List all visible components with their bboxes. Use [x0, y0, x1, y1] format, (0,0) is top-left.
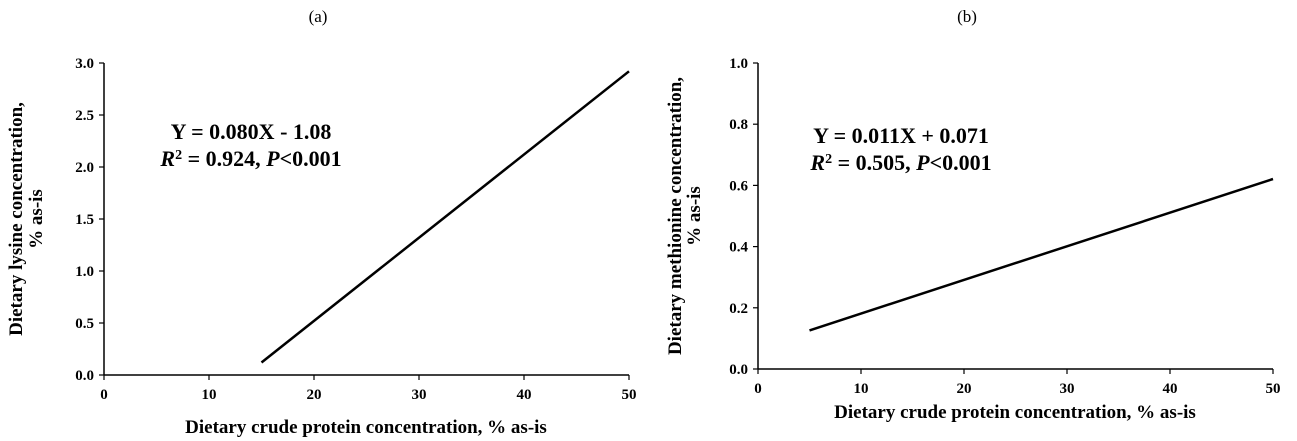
r-symbol-b: R [809, 150, 825, 175]
regression-line-a [260, 70, 630, 364]
p-symbol-b: P [915, 150, 930, 175]
y-axis-title-b-line2: % as-is [684, 186, 705, 246]
stats-text-a: R2 = 0.924, P<0.001 [159, 146, 341, 171]
y-tick-label: 0.6 [729, 178, 748, 194]
r-sup-b: 2 [825, 152, 832, 167]
y-tick-label: 1.0 [75, 264, 94, 280]
x-tick-label: 40 [517, 387, 532, 403]
stats-text-b: R2 = 0.505, P<0.001 [809, 150, 991, 175]
y-tick-label: 2.0 [75, 160, 94, 176]
chart-panel-b: (b) 0.0 0.2 0.4 0.6 0.8 1.0 0 10 20 30 40 50 Dieta… [665, 7, 1281, 423]
equation-text-a: Y = 0.080X - 1.08 [171, 119, 332, 144]
x-tick-label: 20 [307, 387, 322, 403]
r-value-b: = 0.505, [832, 150, 916, 175]
y-tick-label: 1.5 [75, 212, 94, 228]
y-axis-title-a-line2: % as-is [26, 189, 47, 249]
y-axis-a: 0.0 0.5 1.0 1.5 2.0 2.5 3.0 [75, 56, 105, 384]
x-tick-label: 50 [1266, 381, 1281, 397]
x-tick-label: 10 [202, 387, 217, 403]
y-tick-label: 0.5 [75, 316, 94, 332]
y-tick-label: 0.8 [729, 117, 748, 133]
regression-line-b [809, 177, 1274, 332]
p-symbol-a: P [265, 146, 280, 171]
x-axis-title-a: Dietary crude protein concentration, % a… [185, 417, 547, 438]
y-tick-label: 2.5 [75, 108, 94, 124]
panel-label-b: (b) [957, 7, 977, 26]
x-ticks-b: 0 10 20 30 40 50 [754, 369, 1281, 397]
r-value-a: = 0.924, [182, 146, 266, 171]
x-axis-a: 0 10 20 30 40 50 [100, 374, 637, 403]
x-tick-label: 0 [754, 381, 762, 397]
equation-text-b: Y = 0.011X + 0.071 [813, 123, 989, 148]
x-ticks-a: 0 10 20 30 40 50 [100, 375, 637, 403]
regression-annotation-a: Y = 0.080X - 1.08 R2 = 0.924, P<0.001 [159, 119, 341, 171]
y-axis-title-b-line1: Dietary methionine concentration, [665, 77, 686, 355]
y-tick-label: 1.0 [729, 56, 748, 72]
y-axis-title-a-line1: Dietary lysine concentration, [6, 102, 27, 336]
x-axis-b: 0 10 20 30 40 50 [754, 368, 1281, 397]
y-axis-b: 0.0 0.2 0.4 0.6 0.8 1.0 [729, 56, 759, 378]
x-tick-label: 40 [1163, 381, 1178, 397]
chart-panel-a: (a) 0.0 0.5 1.0 1.5 2.0 2.5 3.0 0 10 20 30 40 50 Di… [6, 7, 637, 438]
r-symbol-a: R [159, 146, 175, 171]
p-value-a: <0.001 [280, 146, 342, 171]
y-tick-label: 0.2 [729, 301, 748, 317]
y-tick-label: 0.0 [729, 362, 748, 378]
y-tick-label: 0.4 [729, 240, 748, 256]
x-tick-label: 50 [622, 387, 637, 403]
x-tick-label: 30 [412, 387, 427, 403]
y-tick-label: 3.0 [75, 56, 94, 72]
p-value-b: <0.001 [930, 150, 992, 175]
x-tick-label: 0 [100, 387, 108, 403]
x-tick-label: 30 [1060, 381, 1075, 397]
y-ticks-a: 0.0 0.5 1.0 1.5 2.0 2.5 3.0 [75, 56, 104, 384]
x-tick-label: 10 [854, 381, 869, 397]
regression-annotation-b: Y = 0.011X + 0.071 R2 = 0.505, P<0.001 [809, 123, 991, 175]
y-ticks-b: 0.0 0.2 0.4 0.6 0.8 1.0 [729, 56, 758, 378]
x-axis-title-b: Dietary crude protein concentration, % a… [834, 402, 1196, 423]
r-sup-a: 2 [175, 148, 182, 163]
y-tick-label: 0.0 [75, 368, 94, 384]
panel-label-a: (a) [309, 7, 328, 26]
x-tick-label: 20 [957, 381, 972, 397]
